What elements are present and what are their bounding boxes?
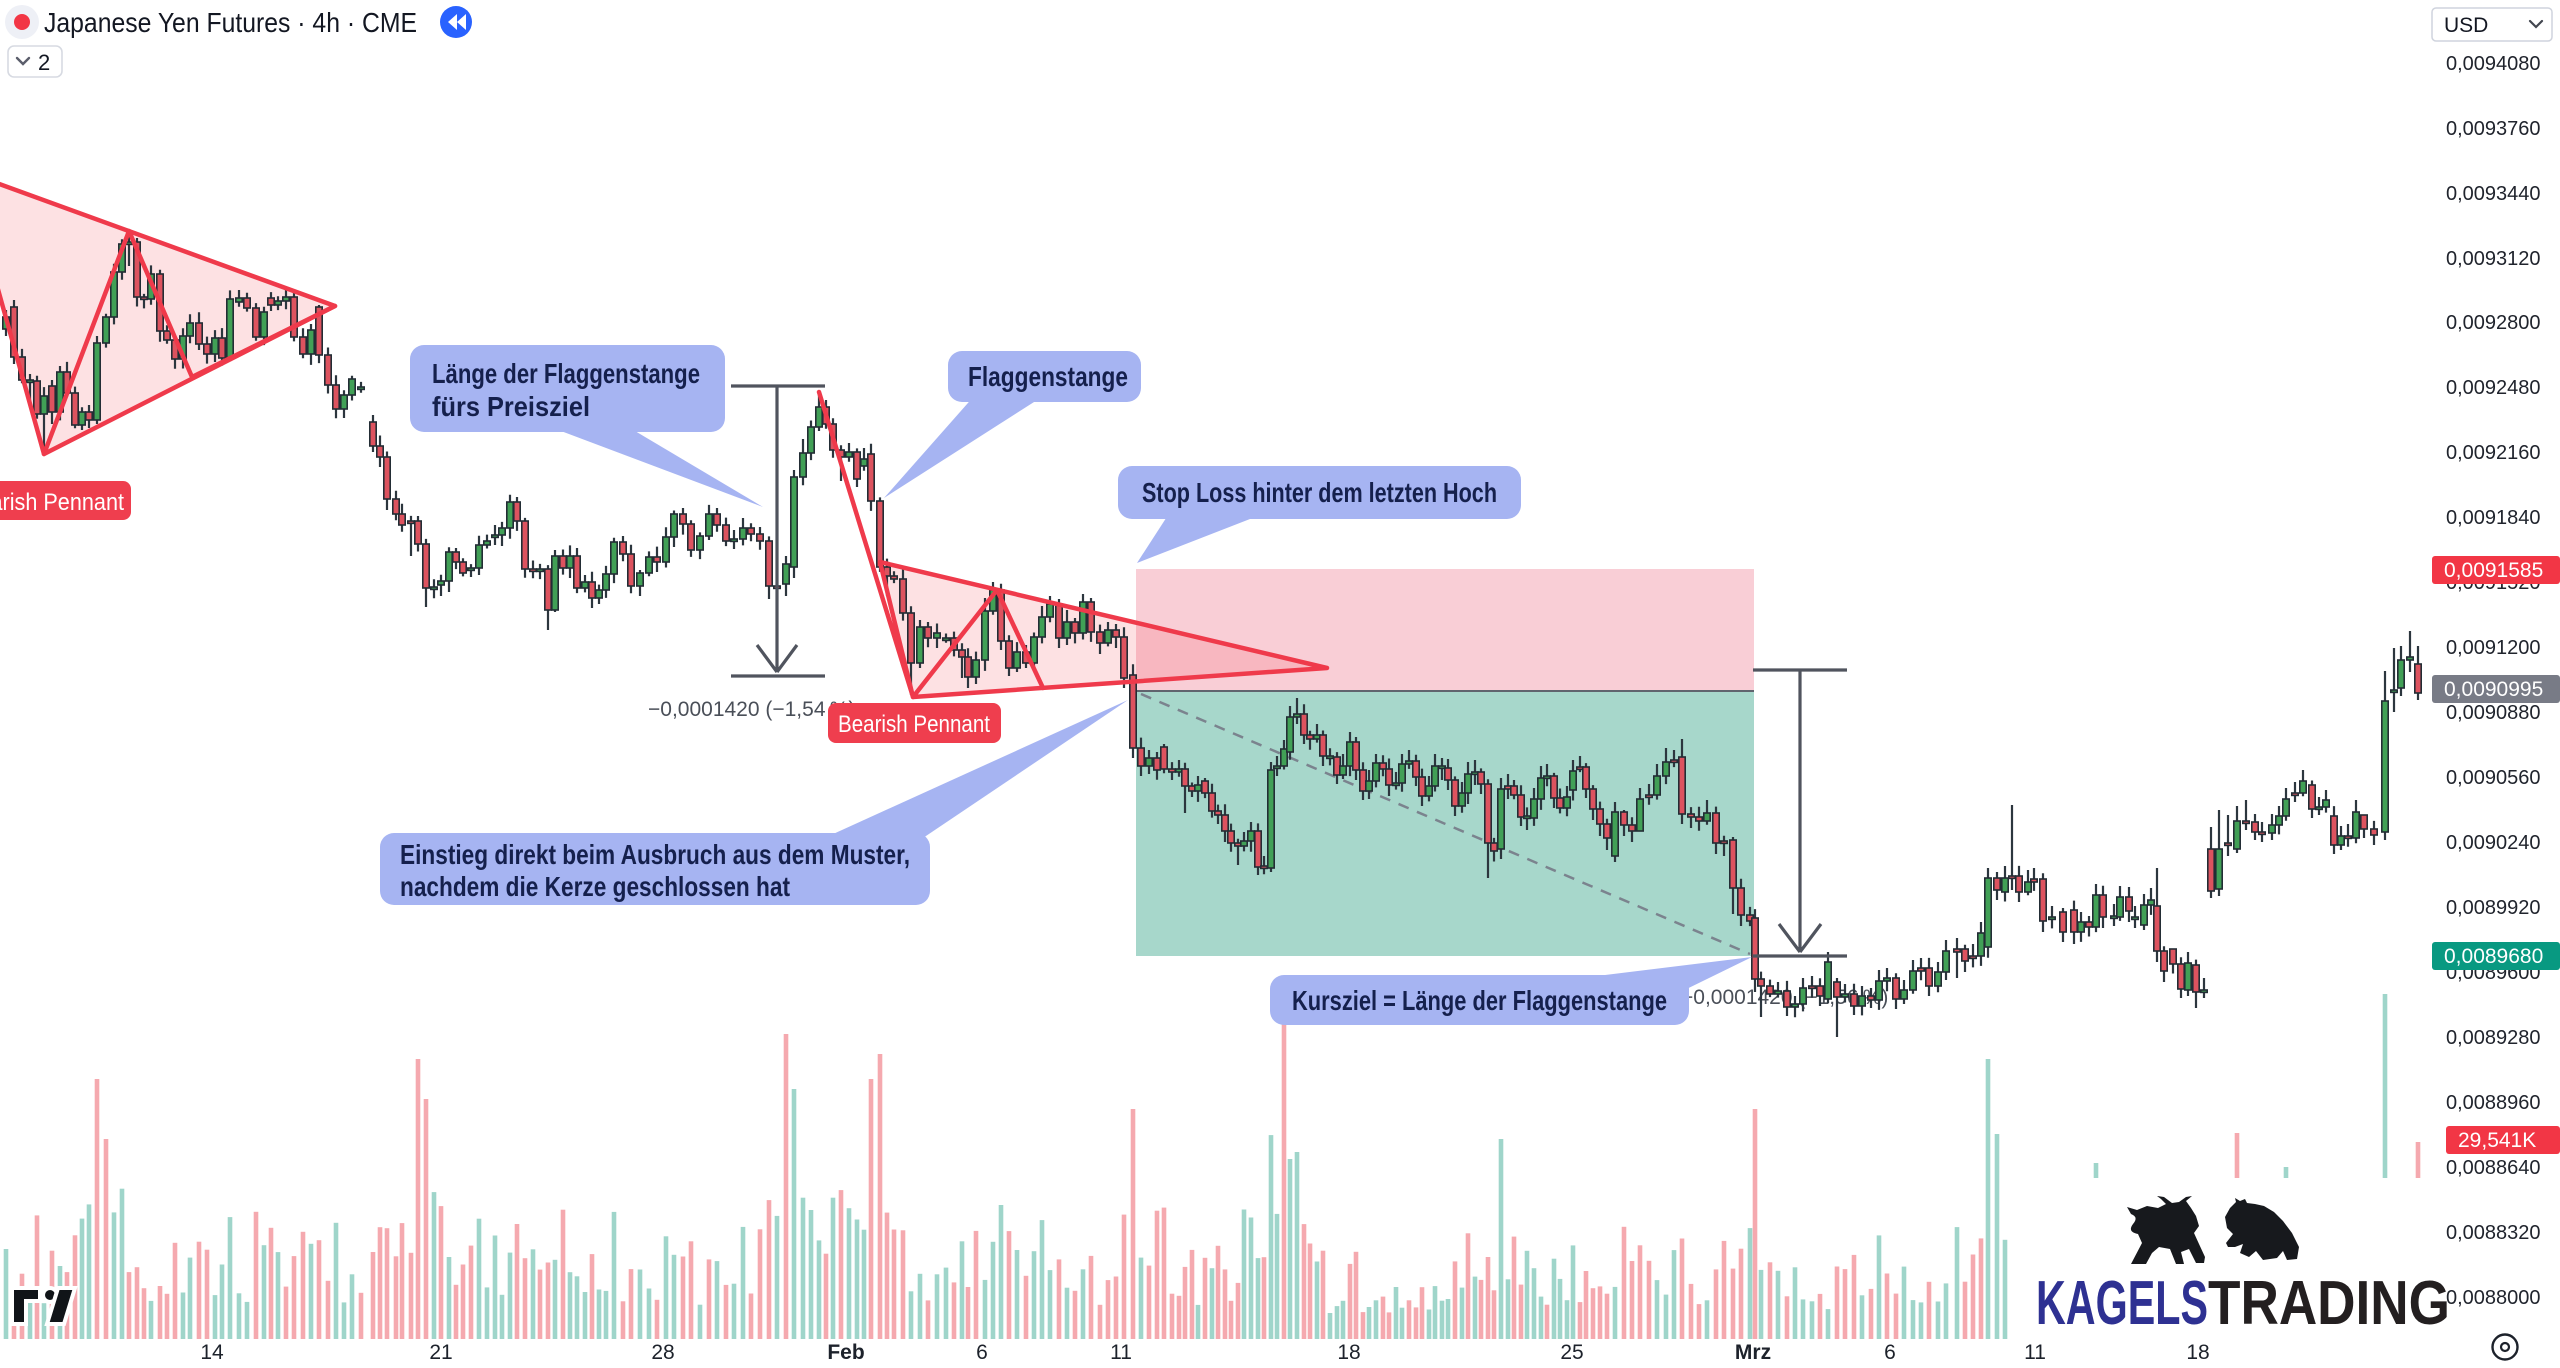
svg-text:Einstieg direkt beim Ausbruch: Einstieg direkt beim Ausbruch aus dem Mu…: [400, 839, 910, 870]
svg-text:KAGELS: KAGELS: [2036, 1269, 2208, 1338]
svg-text:0,0094080: 0,0094080: [2446, 53, 2541, 75]
svg-text:0,0091840: 0,0091840: [2446, 507, 2541, 529]
svg-text:0,0089920: 0,0089920: [2446, 897, 2541, 919]
svg-text:0,0091200: 0,0091200: [2446, 637, 2541, 659]
svg-text:USD: USD: [2444, 14, 2488, 37]
svg-text:Mrz: Mrz: [1735, 1341, 1771, 1364]
svg-text:Kursziel = Länge der Flaggenst: Kursziel = Länge der Flaggenstange: [1292, 985, 1667, 1016]
svg-text:fürs Preisziel: fürs Preisziel: [432, 391, 590, 422]
svg-text:0,0093760: 0,0093760: [2446, 118, 2541, 140]
svg-text:Stop Loss hinter dem letzten H: Stop Loss hinter dem letzten Hoch: [1142, 477, 1497, 508]
svg-text:−0,0001420 (−1,54 %): −0,0001420 (−1,54 %): [648, 698, 855, 721]
svg-text:0,0088320: 0,0088320: [2446, 1222, 2541, 1244]
svg-text:28: 28: [651, 1341, 674, 1364]
svg-text:0,0093440: 0,0093440: [2446, 183, 2541, 205]
svg-text:11: 11: [1110, 1341, 1132, 1364]
svg-text:0,0089280: 0,0089280: [2446, 1027, 2541, 1049]
svg-text:14: 14: [200, 1341, 224, 1364]
svg-text:0,0090995: 0,0090995: [2444, 678, 2543, 701]
svg-text:TRADING: TRADING: [2208, 1269, 2450, 1338]
svg-text:0,0092800: 0,0092800: [2446, 312, 2541, 334]
svg-text:0,0088000: 0,0088000: [2446, 1287, 2541, 1309]
svg-text:Bearish Pennant: Bearish Pennant: [838, 711, 990, 738]
svg-text:Japanese Yen Futures · 4h · CM: Japanese Yen Futures · 4h · CME: [44, 7, 417, 38]
svg-text:0,0090560: 0,0090560: [2446, 767, 2541, 789]
svg-text:6: 6: [1884, 1341, 1896, 1364]
svg-text:0,0090240: 0,0090240: [2446, 832, 2541, 854]
svg-text:25: 25: [1560, 1341, 1583, 1364]
svg-text:Länge der Flaggenstange: Länge der Flaggenstange: [432, 358, 700, 389]
svg-text:0,0091585: 0,0091585: [2444, 559, 2543, 582]
svg-text:Flaggenstange: Flaggenstange: [968, 361, 1128, 392]
svg-text:nachdem die Kerze geschlossen: nachdem die Kerze geschlossen hat: [400, 871, 790, 902]
svg-text:0,0088640: 0,0088640: [2446, 1157, 2541, 1179]
svg-text:0,0093120: 0,0093120: [2446, 248, 2541, 270]
svg-text:Bearish Pennant: Bearish Pennant: [0, 489, 124, 516]
svg-text:21: 21: [429, 1341, 452, 1364]
svg-text:0,0092480: 0,0092480: [2446, 377, 2541, 399]
svg-text:0,0092160: 0,0092160: [2446, 442, 2541, 464]
svg-text:2: 2: [38, 50, 50, 75]
svg-text:18: 18: [2186, 1341, 2209, 1364]
svg-text:6: 6: [976, 1341, 988, 1364]
svg-text:11: 11: [2024, 1341, 2046, 1364]
svg-text:0,0088960: 0,0088960: [2446, 1092, 2541, 1114]
svg-text:Feb: Feb: [827, 1341, 864, 1364]
svg-text:0,0090880: 0,0090880: [2446, 702, 2541, 724]
svg-text:18: 18: [1337, 1341, 1360, 1364]
svg-text:0,0089680: 0,0089680: [2444, 945, 2543, 968]
svg-text:29,541K: 29,541K: [2458, 1129, 2536, 1152]
